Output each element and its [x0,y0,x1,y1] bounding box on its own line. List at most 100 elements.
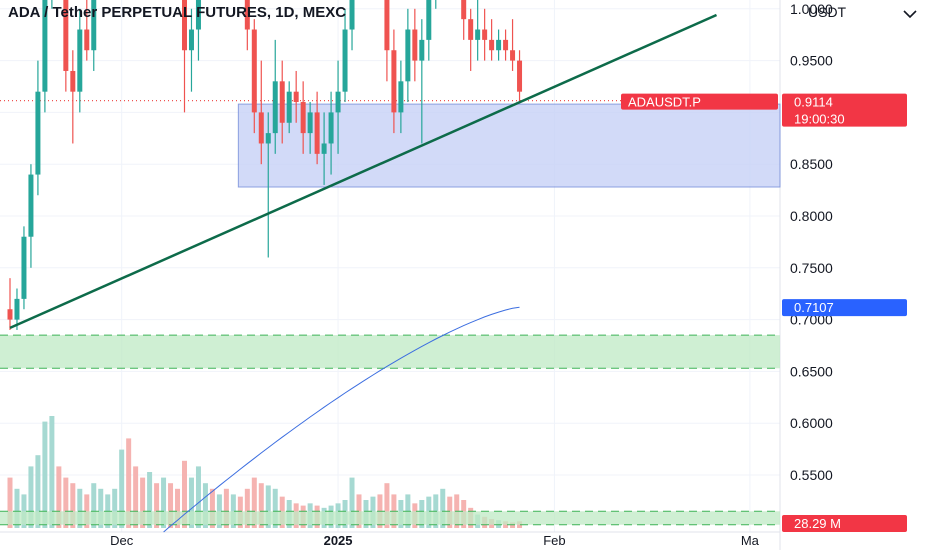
candle-body [21,236,27,299]
candle-body [251,29,257,113]
candle-body [342,29,348,92]
price-tick-label: 1.0000 [790,1,833,17]
price-axis: 1.45001.40001.35001.30001.25001.20001.15… [790,1,833,483]
volume-bar [147,472,153,528]
support-zone [0,335,780,369]
drawings-layer [9,13,718,533]
candle-body [77,29,83,92]
candle-body [182,0,187,51]
candle-body [517,60,523,92]
collapse-chevron-icon[interactable] [903,10,917,19]
volume-bar [119,449,125,528]
candle-body [28,174,34,237]
volume-bar [272,488,278,528]
volume-bar [91,483,97,528]
volume-bar [14,488,20,528]
candle-body [482,29,488,40]
last-price-value: 0.9114 [794,95,833,110]
bar-countdown: 19:00:30 [794,112,845,127]
time-tick-label: Ma [741,533,760,548]
volume-bar [440,488,446,528]
candle-body [503,39,509,51]
volume-bar [49,416,55,528]
candle-body [391,50,397,113]
volume-bar [112,488,118,528]
candle-body [468,19,474,40]
price-badges: ADAUSDT.P 0.9114 19:00:30 0.7107 28.29 M [621,93,907,532]
time-tick-label: Feb [543,533,565,548]
volume-bar [77,488,83,528]
candle-body [293,91,299,103]
volume-bar [98,488,104,528]
volume-bar [154,483,160,528]
price-tick-label: 0.8000 [790,208,833,224]
candle-body [258,112,264,144]
volume-bar [188,477,194,528]
volume-bar [265,485,271,528]
candle-body [300,102,306,134]
volume-bar [244,488,250,528]
zones-layer [0,99,781,526]
volume-bar [35,455,41,528]
volume-bar [251,477,257,528]
volume-bar [175,488,181,528]
candle-body [510,50,516,61]
volume-bar [182,460,187,528]
candle-body [335,91,341,113]
time-axis: Dec 2025 Feb Ma [110,533,760,548]
candle-body [426,0,432,40]
volume-bar [202,483,208,528]
symbol-badge [621,93,778,110]
candle-body [42,0,48,92]
volume-bar [133,466,139,528]
volume-bar [349,477,355,528]
candle-body [188,29,194,51]
candle-body [405,29,411,82]
candle-body [307,112,313,134]
volume-bar [28,466,34,528]
moving-average-line [163,306,520,533]
volume-bar [140,477,146,528]
volume-bar [216,494,222,528]
volume-bar [168,483,174,528]
candle-body [286,91,292,123]
chart-title: ADA / Tether PERPETUAL FUTURES, 1D, MEXC [8,4,346,21]
candle-body [279,81,285,123]
volume-bar [161,477,167,528]
volume-badge [782,515,907,532]
candle-body [91,0,97,51]
candle-body [272,81,278,134]
price-tick-label: 0.7500 [790,260,833,276]
symbol-label: ADAUSDT.P [628,95,701,110]
price-tick-label: 0.6000 [790,415,833,431]
candle-body [461,0,467,20]
volume-bar [126,438,132,528]
candle-body [70,70,76,92]
volume-bar [21,494,27,528]
support-zone [0,511,780,525]
currency-label: USDT [808,4,847,20]
volume-bar [70,483,76,528]
candle-body [489,39,495,51]
candle-body [398,81,404,113]
candle-body [265,133,271,144]
volume-bar [7,477,13,528]
price-tick-label: 0.9500 [790,53,833,69]
time-tick-label: 2025 [324,533,353,548]
price-tick-label: 0.5500 [790,467,833,483]
time-tick-label: Dec [110,533,134,548]
price-tick-label: 0.8500 [790,156,833,172]
volume-bar [84,494,90,528]
ma-value-badge [782,299,907,317]
candles-layer [7,0,523,330]
candle-body [321,143,327,154]
candle-body [7,309,13,320]
chart-background-layer [0,0,781,550]
volume-bar [384,483,390,528]
candle-body [496,39,502,51]
candle-body [35,91,41,175]
candle-body [14,298,20,320]
ma-value: 0.7107 [794,300,834,315]
volume-bar [56,466,62,528]
